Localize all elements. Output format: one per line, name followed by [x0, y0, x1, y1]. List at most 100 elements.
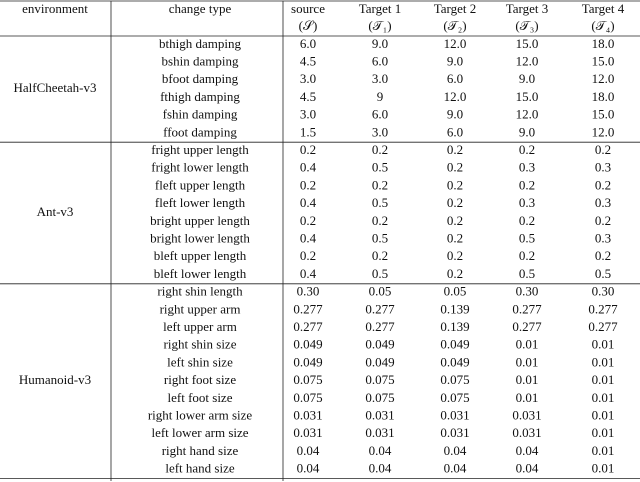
environment-name: Ant-v3 — [37, 204, 74, 219]
change-type: right upper arm — [160, 301, 241, 316]
change-type: ffoot damping — [163, 124, 237, 139]
cell-value: 0.01 — [592, 337, 615, 352]
cell-value: 0.2 — [447, 142, 463, 157]
cell-value: 1.5 — [300, 124, 316, 139]
cell-value: 0.2 — [372, 213, 388, 228]
cell-value: 0.4 — [300, 160, 317, 175]
environment-name: Humanoid-v3 — [19, 372, 91, 387]
cell-value: 0.031 — [512, 425, 541, 440]
cell-value: 0.4 — [300, 266, 317, 281]
change-type: bleft upper length — [154, 248, 247, 263]
header-column-name: Target 2 — [434, 1, 477, 16]
change-type: right shin size — [164, 337, 237, 352]
cell-value: 0.5 — [595, 266, 611, 281]
cell-value: 0.2 — [300, 142, 316, 157]
cell-value: 12.0 — [444, 89, 467, 104]
cell-value: 18.0 — [592, 36, 615, 51]
cell-value: 0.139 — [440, 301, 469, 316]
change-type: right foot size — [164, 372, 236, 387]
cell-value: 0.031 — [365, 408, 394, 423]
cell-value: 0.2 — [300, 177, 316, 192]
cell-value: 0.01 — [592, 443, 615, 458]
change-type: right hand size — [162, 443, 239, 458]
cell-value: 3.0 — [300, 71, 316, 86]
cell-value: 0.2 — [595, 142, 611, 157]
cell-value: 0.277 — [588, 319, 618, 334]
change-type: left shin size — [167, 354, 233, 369]
cell-value: 0.3 — [595, 160, 611, 175]
cell-value: 0.2 — [300, 213, 316, 228]
change-type: bshin damping — [162, 54, 239, 69]
cell-value: 0.277 — [588, 301, 618, 316]
change-type: bleft lower length — [154, 266, 247, 281]
cell-value: 0.031 — [440, 425, 469, 440]
cell-value: 0.04 — [297, 443, 320, 458]
cell-value: 0.049 — [365, 354, 394, 369]
cell-value: 0.01 — [516, 372, 539, 387]
change-type: bright upper length — [150, 213, 250, 228]
cell-value: 0.01 — [592, 425, 615, 440]
cell-value: 0.5 — [372, 266, 388, 281]
cell-value: 18.0 — [592, 89, 615, 104]
cell-value: 0.2 — [447, 266, 463, 281]
cell-value: 0.30 — [516, 284, 539, 299]
cell-value: 4.5 — [300, 89, 316, 104]
cell-value: 0.4 — [300, 195, 317, 210]
header-column-name: source — [291, 1, 325, 16]
header-column-name: Target 4 — [582, 1, 625, 16]
cell-value: 0.277 — [365, 301, 395, 316]
cell-value: 0.5 — [372, 160, 388, 175]
cell-value: 0.2 — [447, 248, 463, 263]
cell-value: 0.2 — [519, 142, 535, 157]
cell-value: 3.0 — [300, 107, 316, 122]
change-type: fright upper length — [151, 142, 249, 157]
cell-value: 0.01 — [592, 390, 615, 405]
header-column-symbol: (𝒯₃) — [515, 18, 538, 33]
cell-value: 0.2 — [595, 177, 611, 192]
cell-value: 0.277 — [293, 319, 323, 334]
cell-value: 0.01 — [516, 337, 539, 352]
cell-value: 12.0 — [516, 107, 539, 122]
header-column-name: Target 1 — [359, 1, 402, 16]
cell-value: 15.0 — [516, 36, 539, 51]
cell-value: 9.0 — [372, 36, 388, 51]
change-type: fleft upper length — [155, 177, 246, 192]
cell-value: 0.075 — [293, 390, 322, 405]
cell-value: 0.3 — [519, 160, 535, 175]
cell-value: 12.0 — [592, 124, 615, 139]
cell-value: 9.0 — [519, 71, 535, 86]
cell-value: 3.0 — [372, 71, 388, 86]
cell-value: 0.031 — [293, 408, 322, 423]
cell-value: 0.075 — [440, 372, 469, 387]
change-type: fleft lower length — [155, 195, 246, 210]
cell-value: 0.3 — [519, 195, 535, 210]
cell-value: 0.139 — [440, 319, 469, 334]
cell-value: 0.01 — [592, 372, 615, 387]
change-type: fthigh damping — [160, 89, 240, 104]
cell-value: 0.2 — [372, 142, 388, 157]
cell-value: 0.031 — [365, 425, 394, 440]
change-type: right shin length — [157, 284, 243, 299]
cell-value: 0.2 — [447, 231, 463, 246]
cell-value: 0.075 — [293, 372, 322, 387]
cell-value: 0.049 — [440, 337, 469, 352]
cell-value: 0.075 — [440, 390, 469, 405]
cell-value: 4.5 — [300, 54, 316, 69]
change-type: fright lower length — [151, 160, 249, 175]
header-column-symbol: (𝒯₁) — [368, 18, 391, 33]
cell-value: 0.031 — [293, 425, 322, 440]
environment-name: HalfCheetah-v3 — [13, 80, 96, 95]
cell-value: 0.30 — [592, 284, 615, 299]
cell-value: 6.0 — [372, 107, 388, 122]
cell-value: 6.0 — [300, 36, 316, 51]
cell-value: 0.5 — [519, 231, 535, 246]
cell-value: 0.3 — [595, 195, 611, 210]
cell-value: 12.0 — [444, 36, 467, 51]
cell-value: 9 — [377, 89, 384, 104]
cell-value: 0.049 — [293, 337, 322, 352]
cell-value: 0.075 — [365, 390, 394, 405]
cell-value: 15.0 — [592, 107, 615, 122]
change-type: fshin damping — [163, 107, 238, 122]
cell-value: 0.049 — [293, 354, 322, 369]
cell-value: 0.04 — [516, 461, 539, 476]
